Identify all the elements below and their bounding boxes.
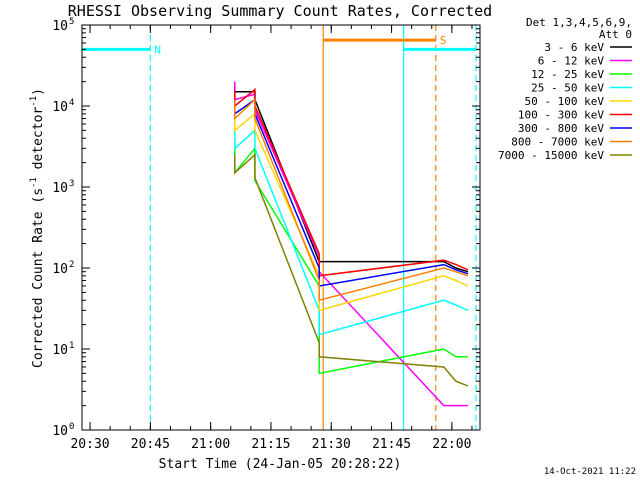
- x-tick-label-5: 21:45: [372, 437, 411, 452]
- flag-label-0: N: [154, 43, 161, 56]
- x-axis-label: Start Time (24-Jan-05 20:28:22): [159, 457, 402, 472]
- plot-frame: [81, 24, 481, 431]
- legend-label-7: 800 - 7000 keV: [511, 136, 604, 149]
- footer-date: 14-Oct-2021 11:22: [544, 467, 636, 477]
- y-tick-exp-5: 5: [69, 17, 74, 27]
- y-tick-label-5: 10: [52, 19, 68, 34]
- y-tick-exp-2: 2: [69, 260, 74, 270]
- x-axis: 20:30 20:45 21:00 21:15 21:30 21:45 22:00: [70, 25, 473, 452]
- y-tick-label-0: 10: [52, 424, 68, 439]
- legend-label-6: 300 - 800 keV: [518, 122, 604, 135]
- y-tick-label-2: 10: [52, 262, 68, 277]
- legend-header-0: Det 1,3,4,5,6,9,: [526, 16, 632, 29]
- y-axis-label-end: ): [31, 88, 46, 96]
- y-axis-label-main: Corrected Count Rate (s: [31, 188, 46, 368]
- x-tick-label-3: 21:15: [251, 437, 290, 452]
- y-axis-label-sup-2: -1: [29, 96, 39, 107]
- vertical-markers: [149, 25, 477, 430]
- x-tick-label-4: 21:30: [312, 437, 351, 452]
- flag-label-2: S: [440, 34, 447, 47]
- y-tick-label-4: 10: [52, 100, 68, 115]
- legend-label-8: 7000 - 15000 keV: [498, 149, 604, 162]
- y-tick-exp-3: 3: [69, 179, 74, 189]
- chart-title: RHESSI Observing Summary Count Rates, Co…: [68, 2, 492, 20]
- y-tick-label-3: 10: [52, 181, 68, 196]
- y-tick-label-1: 10: [52, 343, 68, 358]
- y-axis-label: Corrected Count Rate (s-1 detector-1): [29, 88, 46, 368]
- x-tick-label-6: 22:00: [432, 437, 471, 452]
- legend-label-3: 25 - 50 keV: [531, 82, 604, 95]
- y-axis-label-mid: detector: [31, 107, 46, 178]
- series-line-7: [234, 97, 469, 302]
- series-line-0: [234, 85, 469, 273]
- legend-label-1: 6 - 12 keV: [538, 55, 605, 68]
- flag-bars: NS: [82, 34, 476, 56]
- legend-label-0: 3 - 6 keV: [544, 41, 604, 54]
- series-line-5: [234, 87, 469, 277]
- legend-label-5: 100 - 300 keV: [518, 109, 604, 122]
- x-tick-label-2: 21:00: [191, 437, 230, 452]
- series-line-3: [234, 128, 469, 336]
- y-tick-exp-0: 0: [69, 422, 74, 432]
- series-group: [234, 81, 469, 407]
- series-line-1: [234, 81, 468, 407]
- y-tick-exp-4: 4: [69, 98, 74, 108]
- series-line-6: [234, 98, 469, 287]
- y-axis-label-sup-1: -1: [29, 177, 39, 188]
- legend-label-2: 12 - 25 keV: [531, 68, 604, 81]
- series-line-8: [234, 153, 469, 387]
- x-tick-label-1: 20:45: [131, 437, 170, 452]
- x-tick-label-0: 20:30: [70, 437, 109, 452]
- legend-header-1: Att 0: [599, 28, 632, 41]
- legend-label-4: 50 - 100 keV: [525, 95, 605, 108]
- y-tick-exp-1: 1: [69, 341, 74, 351]
